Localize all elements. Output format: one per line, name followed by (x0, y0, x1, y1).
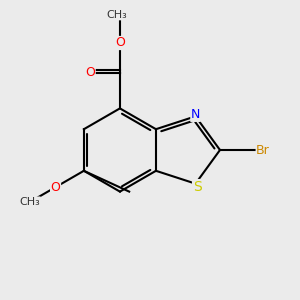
Text: Br: Br (256, 143, 270, 157)
Text: CH₃: CH₃ (106, 10, 127, 20)
Text: O: O (85, 66, 95, 79)
Text: N: N (191, 108, 200, 121)
Text: O: O (51, 181, 61, 194)
Text: O: O (115, 37, 125, 50)
Text: S: S (193, 180, 201, 194)
Text: CH₃: CH₃ (20, 197, 40, 207)
